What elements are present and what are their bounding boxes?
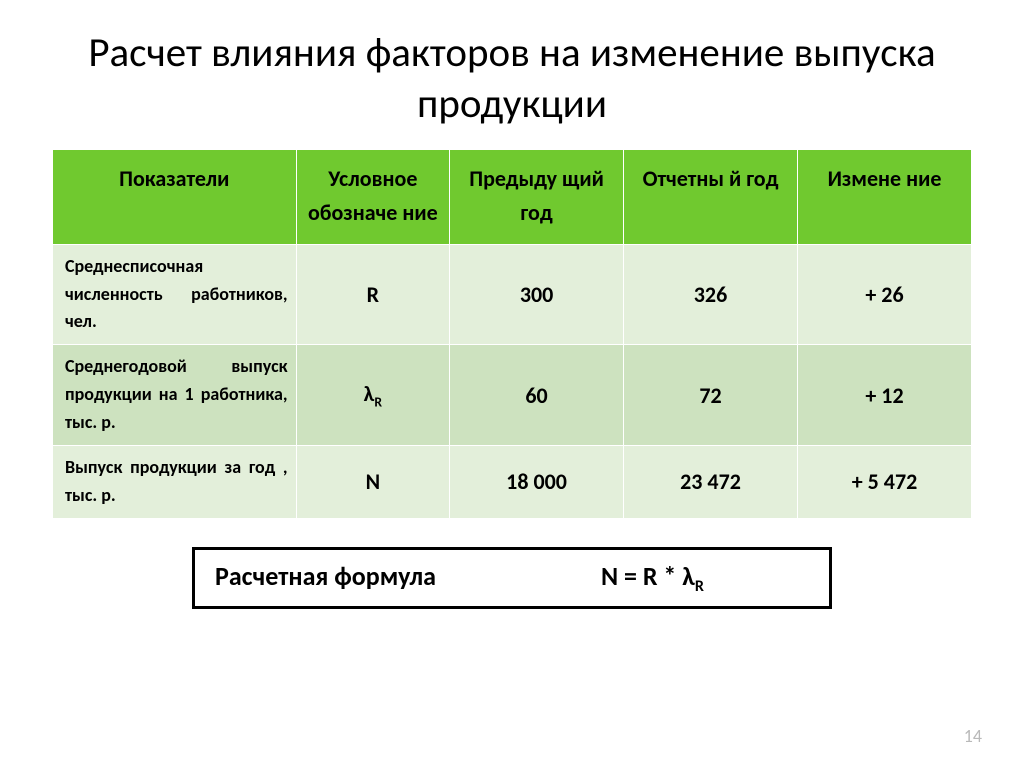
- cell-prev: 18 000: [450, 446, 624, 519]
- table-row: Среднегодовой выпуск продукции на 1 рабо…: [53, 345, 972, 446]
- cell-indicator: Среднесписочная численность работников, …: [53, 244, 297, 345]
- cell-indicator: Выпуск продукции за год ,тыс. р.: [53, 446, 297, 519]
- cell-indicator: Среднегодовой выпуск продукции на 1 рабо…: [53, 345, 297, 446]
- formula-box: Расчетная формула N = R * λR: [192, 547, 832, 609]
- col-header-symbol: Условное обозначе ние: [296, 149, 450, 244]
- slide-title: Расчет влияния факторов на изменение вып…: [0, 0, 1024, 149]
- cell-curr: 326: [624, 244, 798, 345]
- page-number: 14: [964, 725, 982, 747]
- col-header-curr-year: Отчетны й год: [624, 149, 798, 244]
- table-header-row: Показатели Условное обозначе ние Предыду…: [53, 149, 972, 244]
- cell-delta: + 12: [798, 345, 972, 446]
- formula-label: Расчетная формула: [215, 560, 496, 592]
- cell-delta: + 5 472: [798, 446, 972, 519]
- col-header-change: Измене ние: [798, 149, 972, 244]
- cell-symbol: λR: [296, 345, 450, 446]
- cell-prev: 300: [450, 244, 624, 345]
- cell-delta: + 26: [798, 244, 972, 345]
- col-header-indicators: Показатели: [53, 149, 297, 244]
- table-row: Выпуск продукции за год ,тыс. р.N18 0002…: [53, 446, 972, 519]
- col-header-prev-year: Предыду щий год: [450, 149, 624, 244]
- table-body: Среднесписочная численность работников, …: [53, 244, 972, 518]
- formula-equation: N = R * λR: [496, 560, 809, 596]
- cell-curr: 72: [624, 345, 798, 446]
- cell-curr: 23 472: [624, 446, 798, 519]
- table-row: Среднесписочная численность работников, …: [53, 244, 972, 345]
- cell-symbol: R: [296, 244, 450, 345]
- cell-prev: 60: [450, 345, 624, 446]
- data-table: Показатели Условное обозначе ние Предыду…: [52, 149, 972, 519]
- cell-symbol: N: [296, 446, 450, 519]
